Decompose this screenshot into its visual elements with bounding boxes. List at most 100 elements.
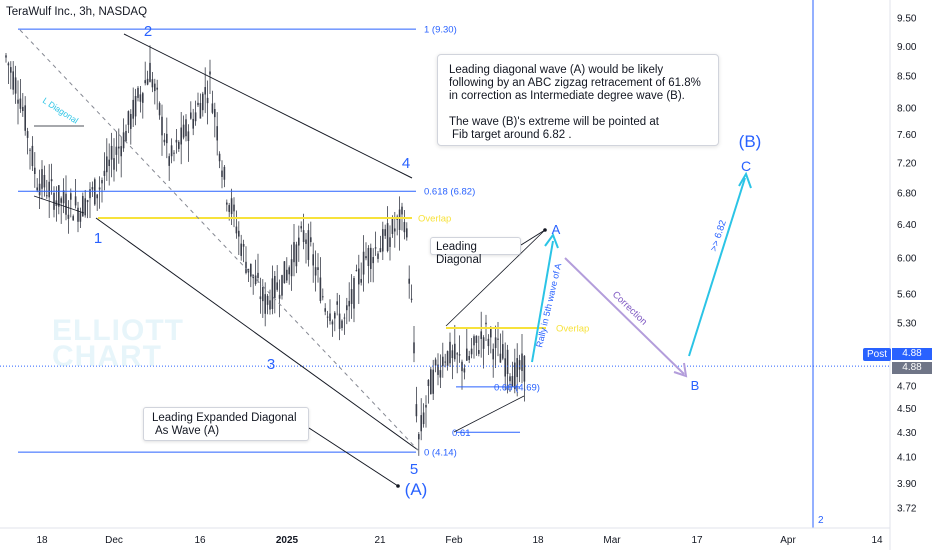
candle-body	[334, 312, 336, 319]
candle-body	[110, 145, 113, 160]
candle-body	[307, 230, 310, 260]
time-tick-label: Dec	[105, 535, 123, 546]
time-tick-label: Apr	[780, 535, 796, 546]
candle-body	[180, 127, 182, 145]
candle-body	[372, 257, 374, 264]
candle-body	[502, 344, 504, 359]
candle-body	[478, 350, 480, 354]
candle-body	[278, 294, 281, 299]
correction-arrow	[564, 257, 685, 375]
candle-body	[170, 145, 173, 157]
candle-body	[499, 353, 502, 363]
candle-body	[245, 261, 247, 273]
wave-label: 5	[410, 461, 418, 478]
price-tick-label: 5.30	[897, 318, 917, 329]
candle-body	[53, 192, 55, 210]
candle-body	[430, 369, 432, 395]
candle-body	[293, 242, 295, 263]
candle-body	[223, 166, 226, 180]
wave-label: 1	[94, 230, 102, 247]
candle-body	[305, 239, 307, 244]
candle-body	[226, 202, 228, 205]
candle-body	[79, 212, 82, 222]
expanded-diagonal-callout[interactable]: Leading Expanded Diagonal As Wave (A)	[143, 407, 309, 441]
candle-body	[127, 111, 130, 125]
wave-label: 2	[144, 23, 152, 40]
candle-body	[410, 298, 413, 300]
symbol-header[interactable]: TeraWulf Inc., 3h, NASDAQ	[6, 6, 148, 18]
candle-body	[257, 272, 259, 278]
candle-body	[161, 116, 163, 136]
candle-body	[271, 278, 274, 309]
time-marker-label: 2	[818, 515, 824, 526]
candle-body	[470, 348, 473, 355]
candle-body	[497, 338, 499, 340]
candle-body	[7, 63, 10, 66]
candle-body	[504, 358, 506, 377]
candle-body	[456, 353, 458, 355]
wave-label: (B)	[739, 132, 762, 151]
analysis-note[interactable]: Leading diagonal wave (A) would be likel…	[437, 54, 719, 146]
candle-body	[168, 156, 170, 166]
price-tick-label: 8.50	[897, 72, 917, 83]
candle-body	[158, 103, 161, 116]
price-tick-label: 8.00	[897, 103, 917, 114]
candle-body	[492, 348, 494, 360]
candle-body	[17, 99, 19, 104]
candle-body	[439, 370, 442, 378]
time-axis[interactable]: 18 Dec 16 2025 21 Feb 18 Mar 17 Apr 14	[0, 527, 890, 546]
candle-body	[264, 294, 266, 314]
leading-diagonal-callout[interactable]: Leading Diagonal	[430, 237, 521, 266]
correction-arrowhead	[673, 362, 688, 378]
candle-body	[350, 289, 353, 304]
candle-body	[362, 251, 365, 275]
candle-body	[178, 141, 180, 149]
expanded-diagonal-line-1: Leading Expanded Diagonal	[152, 412, 297, 424]
candle-body	[446, 351, 449, 367]
time-tick-label: 18	[36, 535, 48, 546]
dashed-channel-line	[19, 29, 419, 451]
price-tick-label: 6.40	[897, 220, 917, 231]
candle-body	[444, 361, 446, 363]
candle-body	[418, 434, 420, 440]
candle-body	[506, 349, 509, 375]
candle-body	[348, 300, 350, 307]
candle-body	[442, 356, 444, 367]
expanded-diagonal-line-2: As Wave (A)	[155, 425, 220, 437]
candle-body	[490, 328, 492, 338]
candle-body	[125, 131, 127, 142]
candle-body	[254, 275, 257, 285]
time-tick-label: 16	[194, 535, 206, 546]
candle-body	[206, 97, 209, 104]
candle-body	[521, 353, 523, 372]
candle-body	[38, 183, 41, 196]
candle-body	[480, 331, 482, 339]
candle-body	[137, 87, 139, 98]
candle-body	[451, 350, 454, 359]
candle-body	[211, 103, 214, 113]
candle-body	[437, 364, 439, 375]
candle-body	[22, 106, 24, 112]
candle-body	[218, 153, 221, 162]
wave-label: 3	[267, 356, 275, 373]
candle-body	[391, 218, 394, 234]
note-paragraph-2-line-1: The wave (B)'s extreme will be pointed a…	[449, 116, 659, 128]
price-tick-label: 4.10	[897, 453, 917, 464]
candle-body	[406, 228, 408, 238]
candle-body	[29, 149, 31, 151]
candle-body	[132, 99, 134, 119]
candle-body	[216, 126, 218, 141]
price-axis[interactable]: 9.50 9.00 8.50 8.00 7.60 7.20 6.80 6.40 6.00 5.60…	[889, 0, 917, 550]
candle-body	[379, 248, 382, 253]
rally-arrowhead	[544, 232, 559, 249]
price-tick-label: 4.50	[897, 404, 917, 415]
candle-body	[295, 244, 298, 267]
candle-body	[113, 158, 115, 170]
price-tick-label: 7.20	[897, 158, 917, 169]
candle-body	[401, 206, 403, 215]
candle-body	[240, 243, 242, 256]
candle-body	[425, 405, 427, 408]
candle-body	[209, 71, 211, 75]
candle-body	[494, 337, 497, 349]
